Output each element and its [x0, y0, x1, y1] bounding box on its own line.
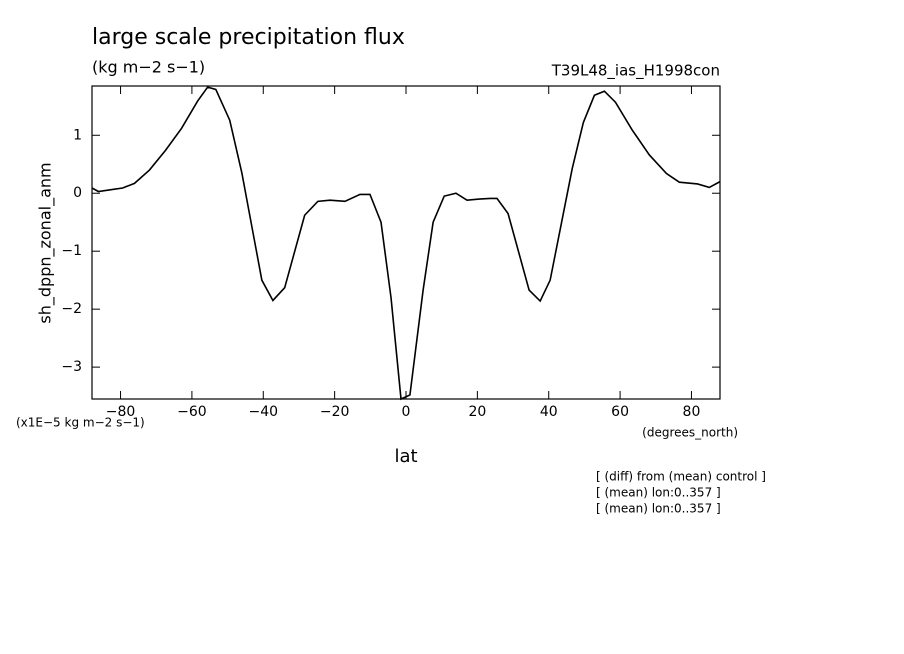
- y-axis-label: sh_dppn_zonal_anm: [36, 162, 56, 323]
- chart-title: large scale precipitation flux: [92, 25, 405, 50]
- x-unit: (degrees_north): [642, 426, 738, 440]
- y-unit: (x1E−5 kg m−2 s−1): [16, 416, 145, 430]
- x-tick-label: −20: [320, 404, 350, 420]
- note: [ (mean) lon:0..357 ]: [596, 486, 721, 500]
- x-axis-label: lat: [394, 446, 417, 467]
- x-tick-label: −80: [106, 404, 136, 420]
- x-tick-label: 40: [540, 404, 558, 420]
- plot-frame: [91, 85, 721, 400]
- data-line: [91, 86, 721, 401]
- y-tick-label: −3: [61, 359, 82, 375]
- run-label: T39L48_ias_H1998con: [551, 62, 720, 81]
- y-tick-label: 0: [73, 185, 82, 201]
- chart-subtitle: (kg m−2 s−1): [92, 58, 205, 77]
- y-tick-label: 1: [73, 127, 82, 143]
- x-tick-label: −40: [248, 404, 278, 420]
- y-tick-label: −1: [61, 243, 82, 259]
- x-tick-label: −60: [177, 404, 207, 420]
- x-tick-label: 0: [402, 404, 411, 420]
- note: [ (diff) from (mean) control ]: [596, 470, 766, 484]
- note: [ (mean) lon:0..357 ]: [596, 502, 721, 516]
- x-tick-label: 80: [683, 404, 701, 420]
- x-tick-label: 20: [468, 404, 486, 420]
- y-tick-label: −2: [61, 301, 82, 317]
- x-tick-label: 60: [611, 404, 629, 420]
